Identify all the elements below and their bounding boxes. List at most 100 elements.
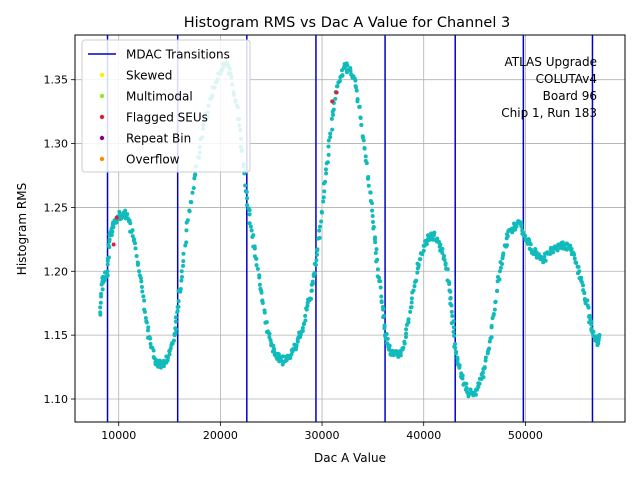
data-point [314,252,319,257]
data-point [255,266,260,271]
data-point [579,280,584,285]
data-point [315,247,320,252]
data-point [173,331,178,336]
y-tick-label: 1.30 [44,138,69,151]
data-point [523,233,528,238]
data-point [245,203,250,208]
data-point [460,373,465,378]
data-point [105,256,110,261]
data-point [98,305,103,310]
data-point [260,300,265,305]
data-point [589,322,594,327]
run-annotation: ATLAS Upgrade COLUTAv4 Board 96 Chip 1, Run… [501,55,597,120]
data-point [354,88,359,93]
data-point [300,325,305,330]
data-point [145,328,150,333]
data-point [357,104,362,109]
data-point [317,235,322,240]
data-point [151,348,156,353]
data-point [193,172,198,177]
data-point [431,233,436,238]
y-tick-label: 1.20 [44,265,69,278]
data-point [445,267,450,272]
data-point [317,228,322,233]
flagged-seu-point [334,90,339,95]
data-point [130,234,135,239]
data-point [171,338,176,343]
data-point [596,341,601,346]
data-point [254,263,259,268]
data-point [331,113,336,118]
data-point [361,138,366,143]
data-point [105,269,110,274]
data-point [372,237,377,242]
data-point [373,250,378,255]
data-point [477,381,482,386]
data-point [264,320,269,325]
data-point [374,247,379,252]
data-point [271,343,276,348]
data-point [245,196,250,201]
data-point [555,248,560,253]
data-point [105,273,110,278]
data-point [398,350,403,355]
data-point [176,304,181,309]
legend: MDAC Transitions Skewed Multimodal Flagged … [81,39,251,173]
data-point [248,224,253,229]
data-point [591,329,596,334]
data-point [295,339,300,344]
legend-label: Skewed [126,69,172,83]
x-axis-ticks: 10000 20000 30000 40000 50000 [101,422,543,442]
data-point [251,233,256,238]
data-point [98,300,103,305]
data-point [451,329,456,334]
data-point [421,248,426,253]
data-point [533,247,538,252]
data-point [497,269,502,274]
data-point [443,261,448,266]
data-point [452,333,457,338]
legend-label: Overflow [126,153,180,167]
data-point [404,327,409,332]
data-point [173,319,178,324]
x-axis-label: Dac A Value [314,451,386,465]
annotation-line: Chip 1, Run 183 [501,106,597,120]
legend-label: Flagged SEUs [126,111,208,125]
annotation-line: COLUTAv4 [536,72,597,86]
data-point [185,218,190,223]
data-point [293,347,298,352]
plot-area [74,34,626,423]
data-point [252,246,257,251]
data-point [324,171,329,176]
data-point [406,320,411,325]
legend-box [81,39,251,173]
x-tick-label: 40000 [406,429,441,442]
data-point [473,392,478,397]
data-point [492,307,497,312]
data-point [489,335,494,340]
data-point [376,275,381,280]
annotation-line: ATLAS Upgrade [504,55,597,69]
data-point [370,208,375,213]
flagged-seu-point [114,215,119,220]
data-point [244,190,249,195]
data-point [247,208,252,213]
data-point [314,258,319,263]
data-point [403,334,408,339]
data-point [178,286,183,291]
data-point [455,357,460,362]
data-point [106,243,111,248]
data-point [596,338,601,343]
data-point [402,339,407,344]
data-point [148,341,153,346]
data-point [110,229,115,234]
data-point [505,234,510,239]
data-point [105,262,110,267]
data-point [401,345,406,350]
data-point [387,343,392,348]
data-point [493,299,498,304]
data-point [375,267,380,272]
data-point [435,236,440,241]
chart-title: Histogram RMS vs Dac A Value for Channel… [184,15,510,31]
data-point [464,385,469,390]
